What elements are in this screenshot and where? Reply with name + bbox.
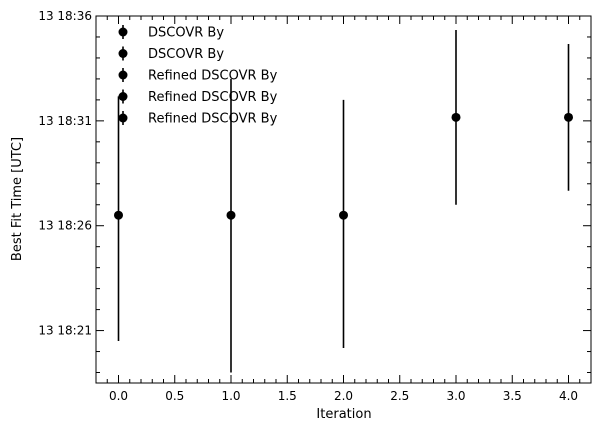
x-axis-label: Iteration [316,407,371,422]
data-point [114,210,123,220]
legend-label: Refined DSCOVR By [148,90,278,105]
x-tick-label: 1.5 [278,389,297,403]
x-tick-label: 0.5 [165,389,184,403]
data-point [564,112,573,122]
legend-label: DSCOVR By [148,26,224,41]
legend-marker [118,49,128,58]
legend-label: DSCOVR By [148,47,224,62]
x-tick-label: 2.0 [334,389,353,403]
x-tick-label: 1.0 [221,389,240,403]
y-axis-label: Best Fit Time [UTC] [10,137,25,261]
plot-area: 0.0 0.5 1.0 1.5 2.0 2.5 3.0 3.5 4.0 13 18:21 13 18… [38,9,592,403]
y-tick-label: 13 18:31 [38,114,92,128]
legend-marker [118,70,128,80]
data-point [226,210,236,220]
legend-label: Refined DSCOVR By [148,112,278,127]
x-tick-label: 4.0 [559,389,578,403]
legend-marker [118,27,128,37]
x-tick-label: 2.5 [390,389,409,403]
legend-label: Refined DSCOVR By [148,69,278,84]
y-tick-label: 13 18:36 [38,9,92,23]
x-tick-label: 3.5 [503,389,522,403]
data-point [339,210,348,220]
legend-marker [118,113,128,123]
y-tick-label: 13 18:21 [38,324,92,338]
legend-marker [118,92,128,101]
y-tick-label: 13 18:26 [38,219,92,233]
x-tick-label: 3.0 [446,389,465,403]
x-tick-label: 0.0 [109,389,128,403]
data-point [451,112,461,122]
